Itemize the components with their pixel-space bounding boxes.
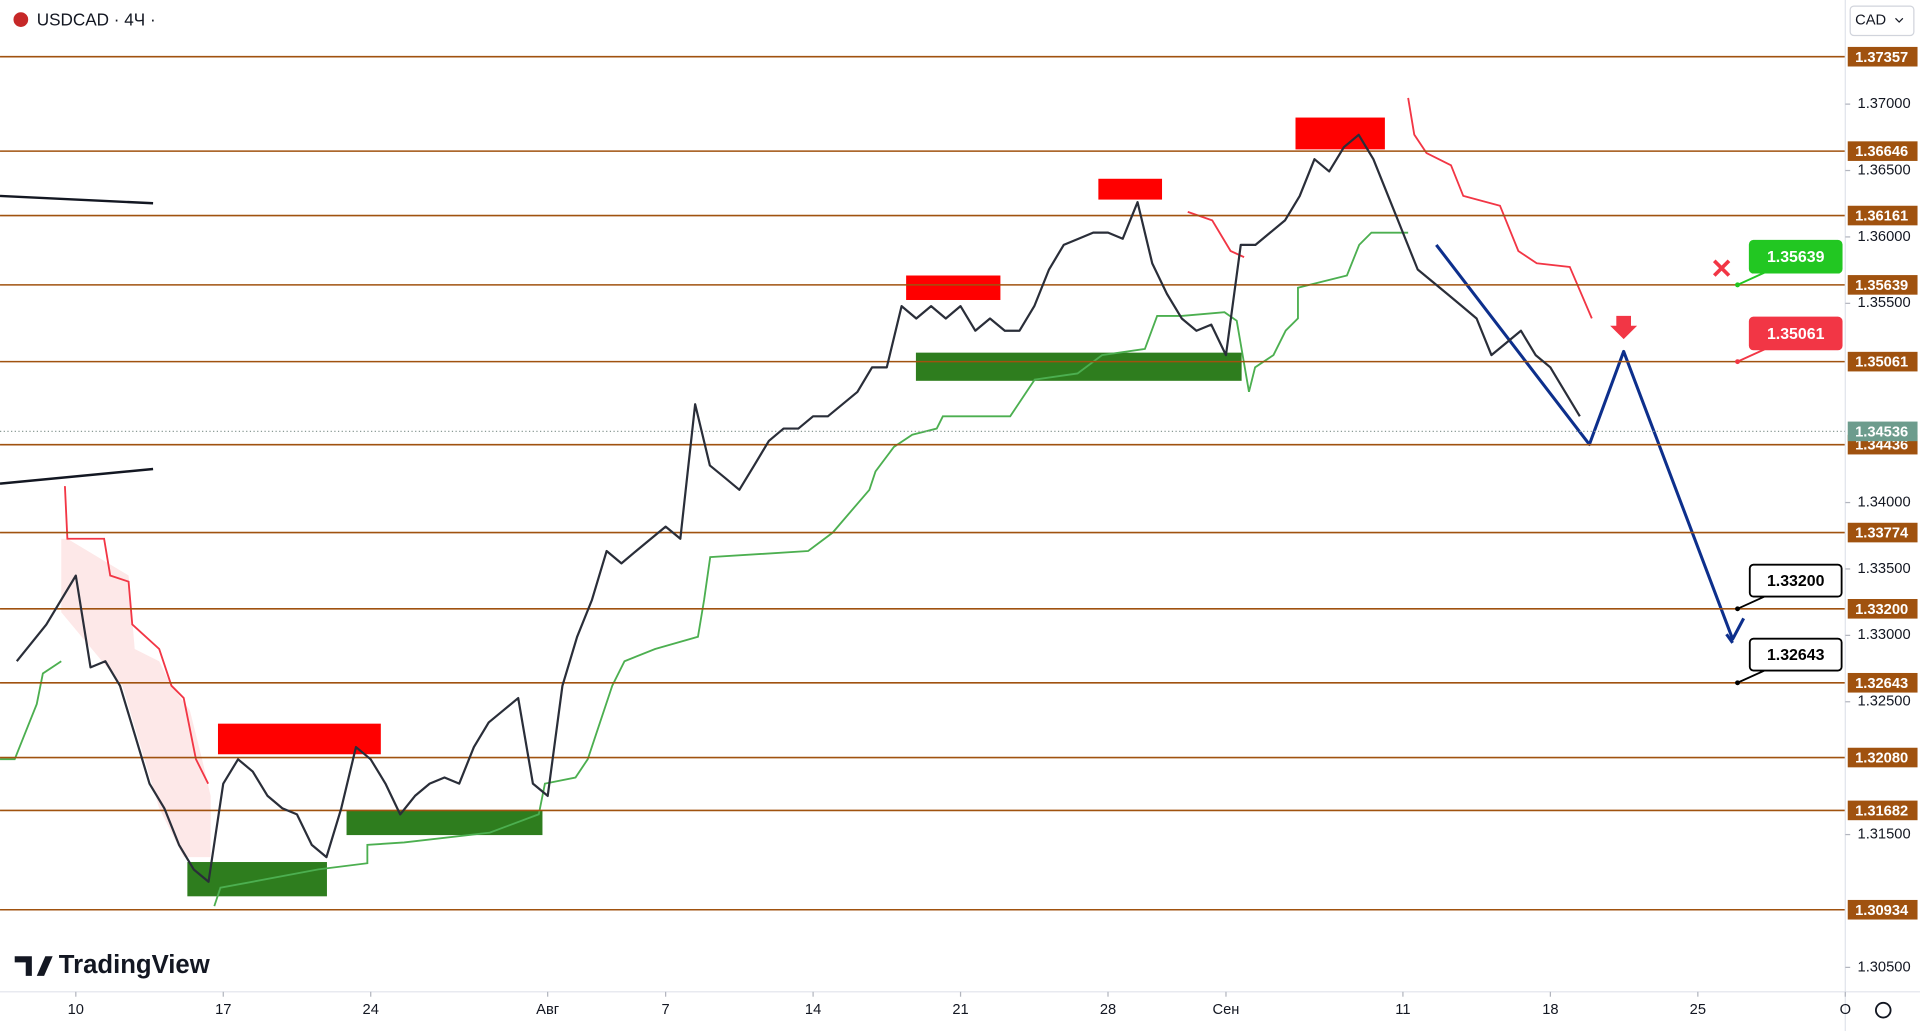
price-tag xyxy=(1847,421,1918,442)
x-tick-label: 11 xyxy=(1395,1002,1410,1018)
level-tag xyxy=(1847,275,1918,295)
supply-zone xyxy=(906,275,1001,300)
supertrend-down xyxy=(63,486,209,785)
supertrend-down xyxy=(1407,97,1593,319)
level-tag xyxy=(1847,205,1918,226)
level-tag xyxy=(1847,522,1918,543)
brand-icon xyxy=(14,956,53,976)
symbol-icon xyxy=(13,12,29,27)
x-tick-label: 14 xyxy=(805,1002,821,1018)
callout-label: 1.33200 xyxy=(1767,573,1825,590)
trend-line xyxy=(0,467,154,485)
level-label: 1.32080 xyxy=(1855,751,1908,767)
level-label: 1.33200 xyxy=(1855,602,1908,618)
plot: 1.35639 1.35061 1.33200 1.32643 xyxy=(15,133,1843,883)
level-tag xyxy=(1847,672,1918,693)
y-tick-label: 1.36000 xyxy=(1858,229,1911,245)
callout-pointer xyxy=(1737,595,1765,610)
callout-anchor xyxy=(1735,606,1740,612)
x-tick-label: 28 xyxy=(1100,1002,1116,1018)
supply-zone xyxy=(1295,117,1385,150)
y-tick-label: 1.30500 xyxy=(1858,959,1911,975)
trend-fill xyxy=(61,538,211,858)
x-tick-label: Авг xyxy=(536,1002,559,1018)
price-label: 1.34536 xyxy=(1855,424,1908,440)
callout-box xyxy=(1748,563,1843,598)
supertrend-up xyxy=(213,231,1409,907)
demand-zone xyxy=(346,810,543,836)
brand-logo: TradingView xyxy=(14,951,211,979)
demand-zone xyxy=(915,352,1242,381)
callout-anchor xyxy=(1735,359,1740,365)
stop-mark xyxy=(1712,259,1731,277)
x-tick-label: 10 xyxy=(68,1002,84,1018)
currency-button[interactable] xyxy=(1849,5,1915,37)
x-tick-label: О xyxy=(1840,1002,1851,1018)
x-tick-label: 25 xyxy=(1690,1002,1706,1018)
callout-label: 1.32643 xyxy=(1767,647,1825,664)
y-tick-label: 1.37000 xyxy=(1858,96,1911,112)
price-line-series xyxy=(15,133,1581,883)
x-tick-label: 17 xyxy=(215,1002,231,1018)
level-label: 1.34436 xyxy=(1855,438,1908,454)
level-label: 1.33774 xyxy=(1855,526,1909,542)
supply-zone xyxy=(1098,178,1163,200)
callout-pointer xyxy=(1737,348,1765,363)
levels xyxy=(0,55,1846,911)
x-tick-label: 7 xyxy=(662,1002,670,1018)
level-tag xyxy=(1847,141,1918,161)
currency-caret[interactable] xyxy=(1895,17,1904,23)
supply-zone xyxy=(217,723,381,755)
callout-label: 1.35639 xyxy=(1767,249,1825,266)
level-tag xyxy=(1847,747,1918,768)
level-label: 1.31682 xyxy=(1855,803,1908,819)
level-tag xyxy=(1847,351,1918,372)
callout-pointer xyxy=(1737,669,1765,684)
y-tick-label: 1.34000 xyxy=(1858,494,1911,510)
level-label: 1.36646 xyxy=(1855,144,1908,160)
level-label: 1.36161 xyxy=(1855,209,1908,225)
callout-box xyxy=(1748,316,1843,351)
settings-icon[interactable] xyxy=(1874,1001,1892,1019)
level-label: 1.32643 xyxy=(1855,676,1908,692)
y-tick-label: 1.33000 xyxy=(1858,627,1911,643)
callout-anchor xyxy=(1735,680,1740,686)
brand-name: TradingView xyxy=(59,951,211,979)
y-tick-label: 1.35500 xyxy=(1858,295,1911,311)
callout-box xyxy=(1748,637,1843,672)
level-label: 1.37357 xyxy=(1855,50,1908,66)
level-label: 1.30934 xyxy=(1855,903,1909,919)
axes: 1.37000 1.36500 1.36000 1.35500 1.34000 1.335… xyxy=(68,46,1918,1018)
x-tick-label: Сен xyxy=(1213,1002,1240,1018)
supertrend-up xyxy=(0,660,62,761)
level-tag xyxy=(1847,899,1918,920)
sell-arrow xyxy=(1610,315,1638,340)
symbol-title: USDCAD · 4Ч · xyxy=(37,9,156,29)
projection-arrow xyxy=(1725,633,1734,644)
trend-line xyxy=(0,194,154,205)
y-tick-label: 1.33500 xyxy=(1858,561,1911,577)
x-tick-label: 21 xyxy=(952,1002,968,1018)
currency-label[interactable]: CAD xyxy=(1855,13,1886,29)
callout-pointer xyxy=(1737,271,1765,286)
level-tag xyxy=(1847,800,1918,821)
callout-anchor xyxy=(1735,282,1740,288)
y-tick-label: 1.36500 xyxy=(1858,162,1911,178)
y-tick-label: 1.31500 xyxy=(1858,826,1911,842)
callout-box xyxy=(1748,239,1843,274)
y-tick-label: 1.32500 xyxy=(1858,694,1911,710)
x-tick-label: 24 xyxy=(363,1002,379,1018)
level-label: 1.35061 xyxy=(1855,355,1908,371)
level-label: 1.35639 xyxy=(1855,278,1908,294)
level-tag xyxy=(1847,599,1918,619)
level-tag xyxy=(1847,46,1918,67)
projection-path xyxy=(1435,243,1746,641)
callout-label: 1.35061 xyxy=(1767,326,1825,343)
x-tick-label: 18 xyxy=(1542,1002,1558,1018)
